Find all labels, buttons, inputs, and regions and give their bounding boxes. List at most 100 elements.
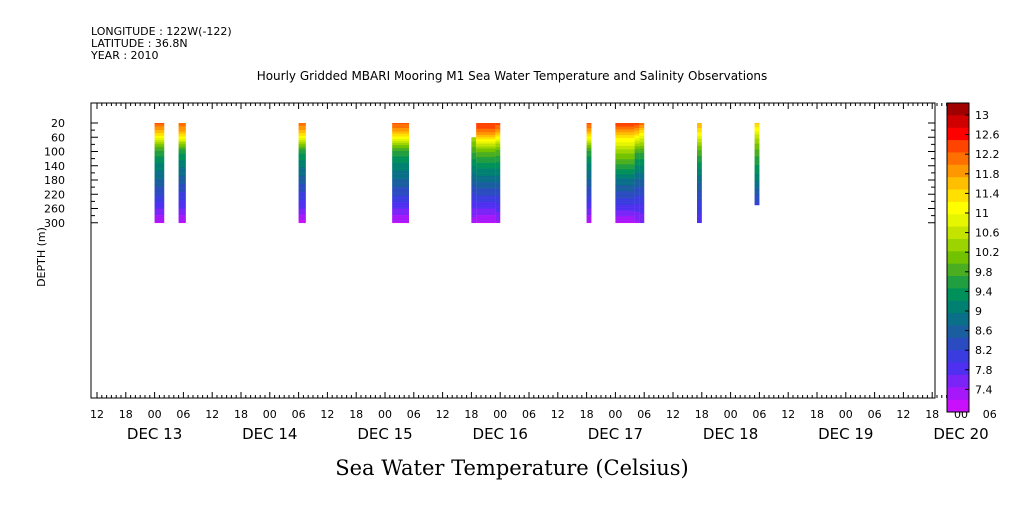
data-cell [586,140,592,142]
data-cell [178,165,186,167]
year-label: YEAR : 2010 [90,49,159,62]
data-cell [495,127,501,129]
data-cell [697,164,702,166]
data-cell [471,221,477,223]
data-cell [154,185,165,187]
data-cell [495,157,501,159]
data-cell [615,158,635,160]
data-cell [639,135,645,137]
data-cell [639,153,645,155]
data-cell [178,200,186,202]
data-cell [697,144,702,146]
data-cell [697,201,702,203]
x-tick-label: 06 [983,408,997,421]
data-cell [298,175,306,177]
data-cell [697,180,702,182]
data-cell [154,219,165,221]
data-cell [298,164,306,166]
data-cell [495,165,501,167]
data-cell [392,132,409,134]
data-cell [178,192,186,194]
data-cell [471,199,477,201]
data-cell [298,184,306,186]
data-cell [754,178,760,180]
data-cell [639,156,645,158]
data-cell [586,152,592,154]
data-cell [495,153,501,155]
data-cell [476,204,496,206]
data-cell [586,189,592,191]
data-cell [392,139,409,141]
x-tick-label: 12 [781,408,795,421]
data-cell [471,142,477,144]
data-cell [178,212,186,214]
data-cell [615,174,635,176]
data-cell [154,141,165,143]
data-cell [392,184,409,186]
data-cell [754,175,760,177]
data-cell [154,142,165,144]
data-cell [154,217,165,219]
data-cell [178,209,186,211]
data-cell [615,169,635,171]
data-cell [298,166,306,168]
data-cell [178,219,186,221]
data-cell [154,199,165,201]
data-cell [495,147,501,149]
data-cell [697,137,702,139]
data-cell [495,209,501,211]
data-cell [298,135,306,137]
data-cell [154,200,165,202]
data-cell [392,193,409,195]
data-cell [178,125,186,127]
data-cell [298,190,306,192]
data-cell [639,203,645,205]
data-cell [476,156,496,158]
data-cell [178,212,186,214]
data-cell [471,214,477,216]
data-cell [178,194,186,196]
data-cell [634,132,640,134]
data-cell [586,165,592,167]
x-tick-label: 06 [522,408,536,421]
x-tick-label: 12 [90,408,104,421]
data-cell [639,161,645,163]
data-cell [495,217,501,219]
data-cell [154,161,165,163]
data-cell [495,124,501,126]
data-cell [495,216,501,218]
data-cell [615,150,635,152]
data-cell [697,169,702,171]
data-cell [392,172,409,174]
data-cell [471,192,477,194]
data-cell [476,127,496,129]
data-cell [476,158,496,160]
data-cell [392,143,409,145]
data-cell [392,159,409,161]
data-cell [392,167,409,169]
data-cell [178,216,186,218]
data-cell [615,206,635,208]
data-cell [639,191,645,193]
data-cell [178,192,186,194]
data-cell [298,195,306,197]
data-cell [392,171,409,173]
data-cell [298,165,306,167]
data-cell [476,155,496,157]
data-cell [178,159,186,161]
colorbar-swatch [947,177,969,190]
data-cell [754,174,760,176]
data-cell [298,177,306,179]
data-cell [154,182,165,184]
data-cell [495,130,501,132]
data-cell [392,137,409,139]
data-cell [615,204,635,206]
data-cell [639,180,645,182]
data-cell [298,162,306,164]
data-cell [586,164,592,166]
data-cell [639,201,645,203]
data-cell [154,215,165,217]
data-cell [586,184,592,186]
data-cell [754,170,760,172]
data-cell [697,189,702,191]
